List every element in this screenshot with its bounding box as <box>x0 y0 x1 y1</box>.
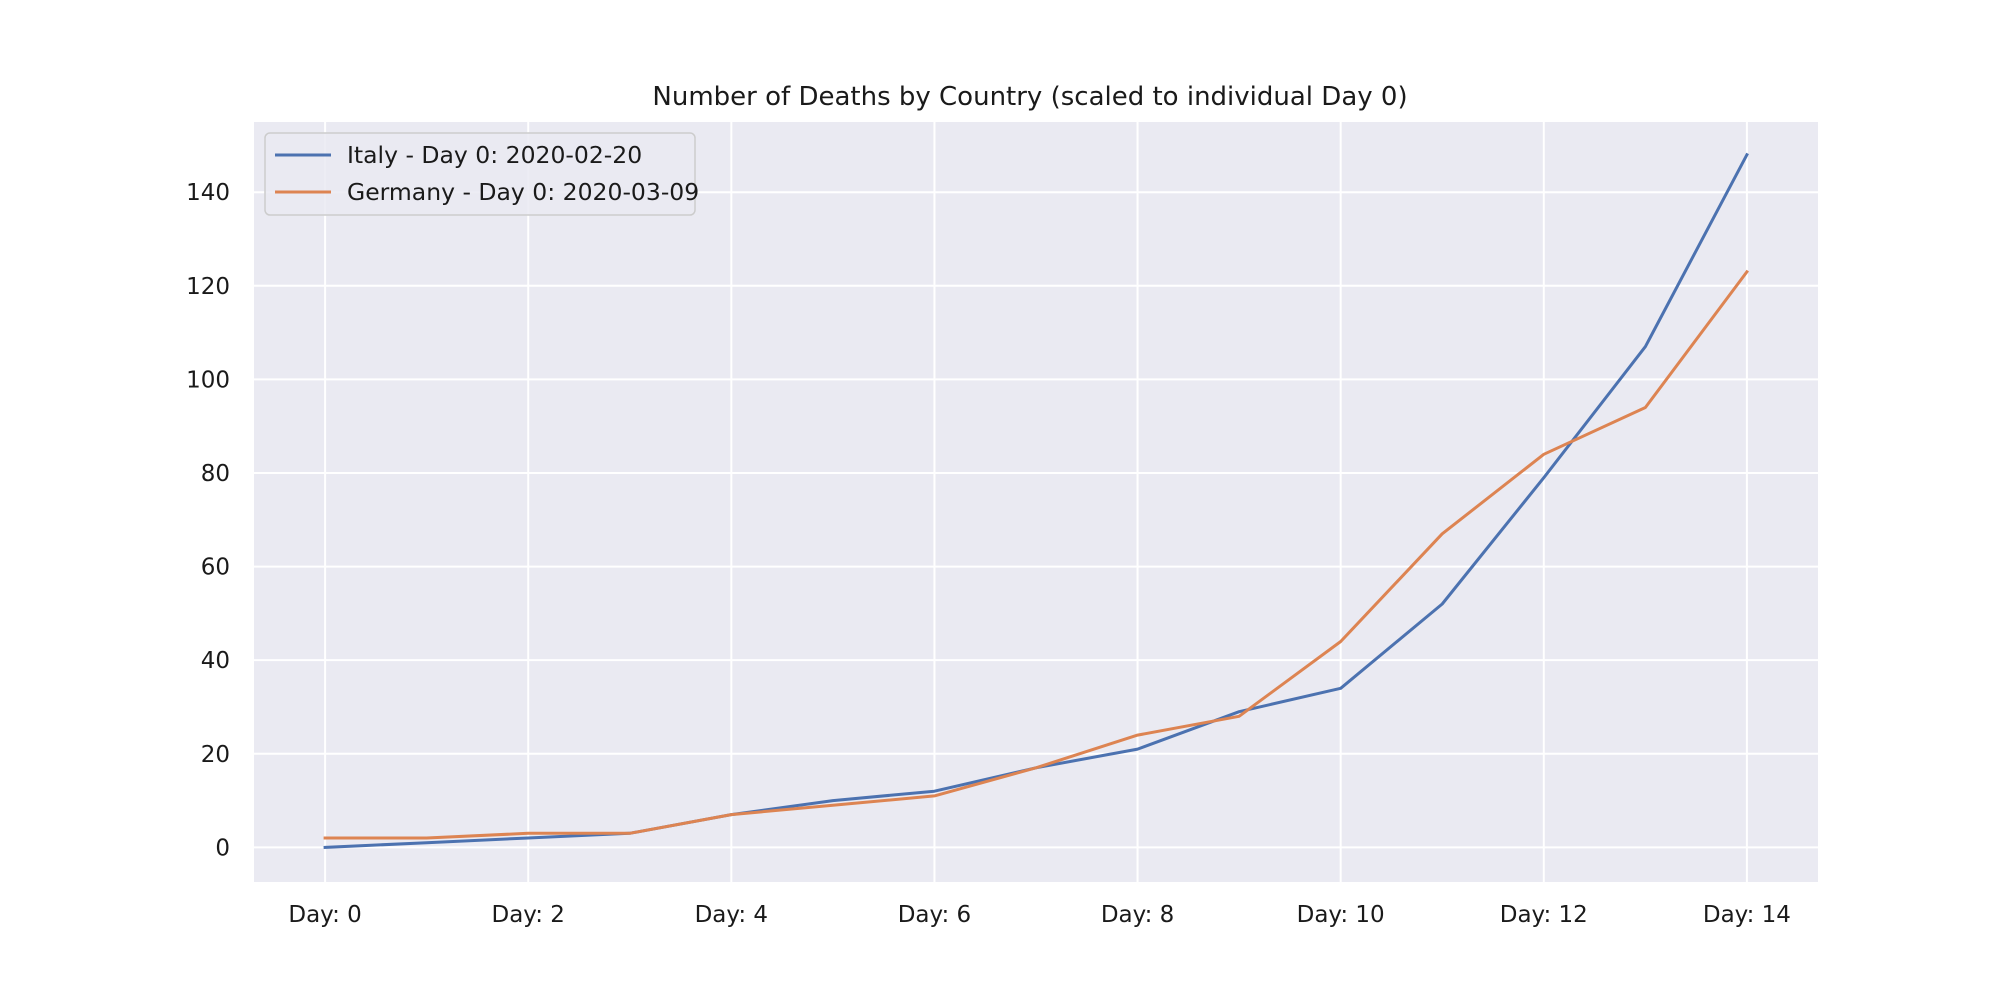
y-tick-label: 40 <box>201 648 230 674</box>
legend: Italy - Day 0: 2020-02-20 Germany - Day 0… <box>264 132 699 216</box>
x-tick-label: Day: 2 <box>491 902 564 928</box>
y-tick-label: 100 <box>186 367 230 393</box>
chart-title: Number of Deaths by Country (scaled to i… <box>652 82 1407 112</box>
y-tick-label: 20 <box>201 742 230 768</box>
x-tick-label: Day: 0 <box>288 902 361 928</box>
x-tick-label: Day: 6 <box>898 902 971 928</box>
x-tick-label: Day: 4 <box>695 902 768 928</box>
legend-label: Italy - Day 0: 2020-02-20 <box>347 141 642 169</box>
plot-area <box>254 122 1818 882</box>
legend-label: Germany - Day 0: 2020-03-09 <box>347 178 699 206</box>
x-tick-label: Day: 14 <box>1703 902 1791 928</box>
series-lines <box>323 152 1749 849</box>
legend-box <box>264 132 696 216</box>
y-tick-label: 80 <box>201 461 230 487</box>
y-tick-label: 0 <box>215 835 230 861</box>
x-axis-ticks: Day: 0 Day: 2 Day: 4 Day: 6 Day: 8 Day: 10 Day… <box>288 902 1791 928</box>
y-axis-ticks: 0 20 40 60 80 100 120 140 <box>186 180 230 861</box>
series-line-1 <box>323 269 1749 840</box>
x-tick-label: Day: 10 <box>1297 902 1385 928</box>
grid <box>254 122 1818 882</box>
x-tick-label: Day: 8 <box>1101 902 1174 928</box>
y-tick-label: 120 <box>186 274 230 300</box>
y-tick-label: 140 <box>186 180 230 206</box>
x-tick-label: Day: 12 <box>1500 902 1588 928</box>
y-tick-label: 60 <box>201 555 230 581</box>
